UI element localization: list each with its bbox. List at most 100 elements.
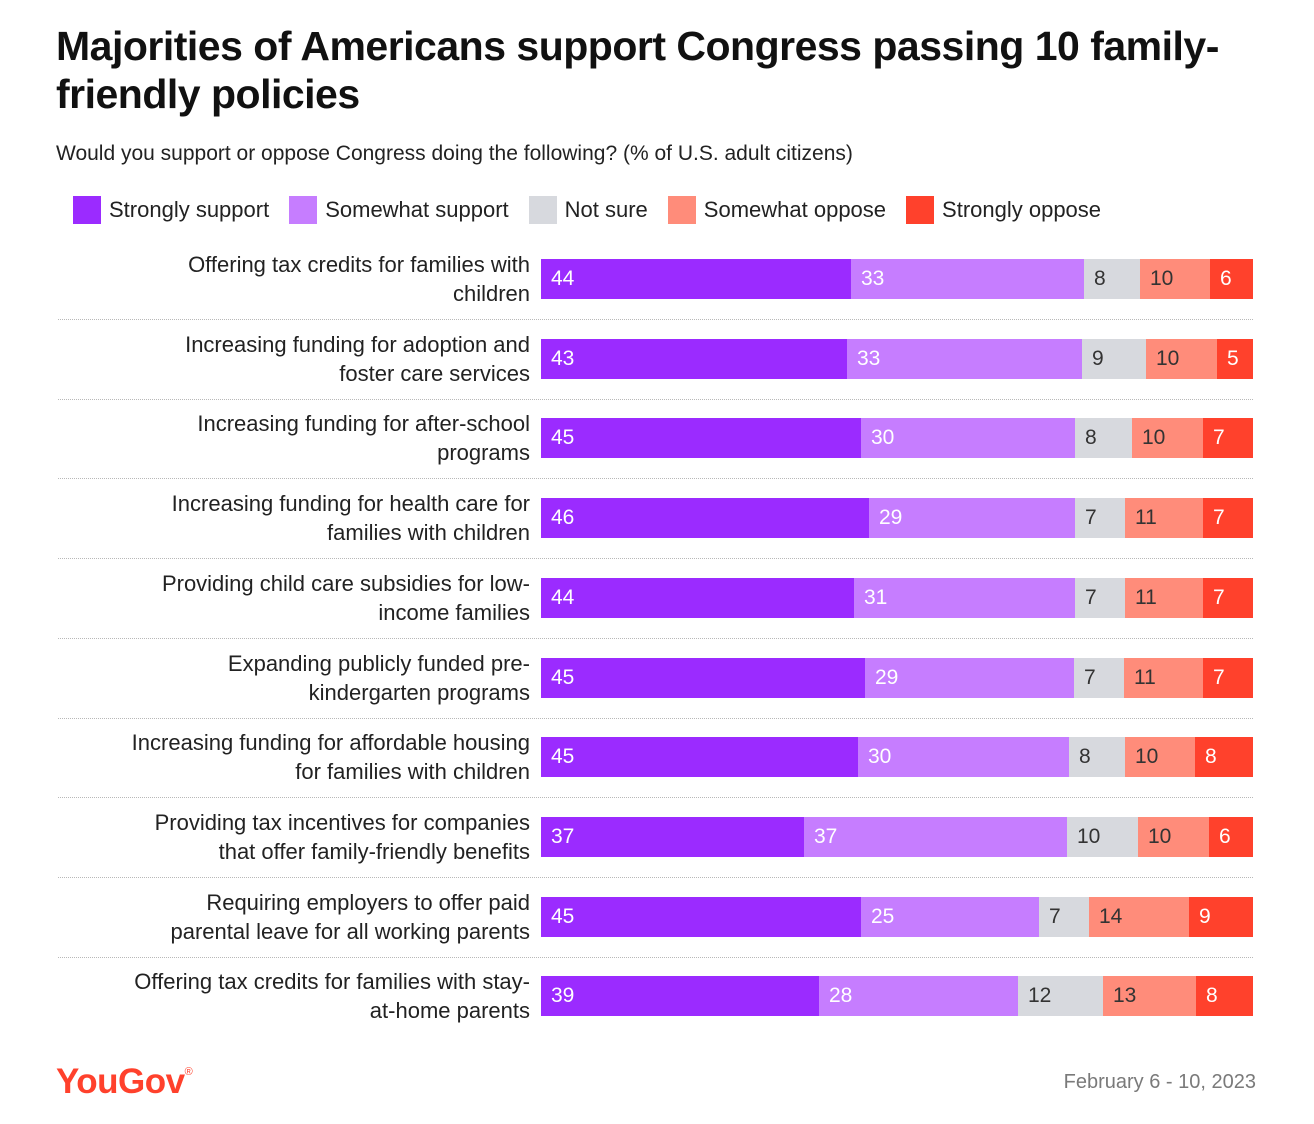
legend-label: Somewhat oppose — [703, 197, 887, 222]
category-label-line: for families with children — [295, 759, 530, 784]
category-label-line: Increasing funding for after-school — [197, 411, 530, 436]
data-label: 44 — [551, 267, 575, 290]
legend-item-somewhat-oppose: Somewhat oppose — [667, 196, 887, 224]
category-label-line: Increasing funding for health care for — [171, 491, 530, 516]
data-label: 13 — [1113, 984, 1137, 1007]
bar-segment-somewhat-oppose: 13 — [1103, 976, 1196, 1016]
data-label: 45 — [551, 905, 575, 928]
category-label-line: foster care services — [339, 361, 530, 386]
bar-segment-somewhat-oppose: 14 — [1089, 897, 1189, 937]
registered-mark: ® — [184, 1066, 193, 1078]
bar-segment-somewhat-support: 33 — [851, 259, 1084, 299]
legend-label: Somewhat support — [325, 197, 509, 222]
bar-segment-somewhat-support: 29 — [869, 498, 1075, 538]
data-label: 6 — [1220, 267, 1232, 290]
data-label: 7 — [1085, 586, 1097, 609]
data-label: 7 — [1213, 666, 1225, 689]
data-label: 39 — [551, 984, 575, 1007]
legend-swatch-strongly-support — [73, 196, 101, 224]
legend-label: Strongly support — [109, 197, 270, 222]
row-divider — [58, 877, 1253, 878]
data-label: 45 — [551, 666, 575, 689]
data-label: 44 — [551, 586, 575, 609]
data-label: 7 — [1049, 905, 1061, 928]
category-label-line: Offering tax credits for families with — [188, 252, 530, 277]
bar-segment-not-sure: 12 — [1018, 976, 1103, 1016]
bar-segment-strongly-support: 44 — [541, 259, 851, 299]
bar-segment-not-sure: 8 — [1069, 737, 1125, 777]
bar-segment-strongly-oppose: 6 — [1210, 259, 1253, 299]
bar-segment-somewhat-support: 25 — [861, 897, 1039, 937]
category-label: Providing tax incentives for companies th… — [40, 808, 530, 866]
category-label: Requiring employers to offer paid parenta… — [40, 888, 530, 946]
stacked-bar: 44 31 7 11 7 — [541, 578, 1253, 618]
data-label: 29 — [875, 666, 899, 689]
data-label: 11 — [1135, 506, 1157, 529]
bar-segment-strongly-oppose: 9 — [1189, 897, 1253, 937]
bar-segment-strongly-oppose: 5 — [1217, 339, 1253, 379]
legend-label: Not sure — [564, 197, 648, 222]
data-label: 11 — [1135, 586, 1157, 609]
data-label: 8 — [1205, 745, 1217, 768]
category-label-line: at-home parents — [369, 998, 530, 1023]
category-label: Offering tax credits for families with s… — [40, 967, 530, 1025]
legend-item-somewhat-support: Somewhat support — [289, 196, 509, 224]
bar-segment-somewhat-support: 29 — [865, 658, 1074, 698]
category-label-line: Providing tax incentives for companies — [154, 810, 530, 835]
bar-segment-not-sure: 7 — [1075, 498, 1125, 538]
stacked-bar: 43 33 9 10 5 — [541, 339, 1253, 379]
bar-segment-somewhat-oppose: 10 — [1140, 259, 1210, 299]
data-label: 5 — [1227, 347, 1239, 370]
legend-swatch-somewhat-oppose — [667, 196, 696, 224]
bar-segment-strongly-support: 45 — [541, 737, 858, 777]
row-divider — [58, 319, 1253, 320]
legend: Strongly support Somewhat support Not su… — [73, 194, 1101, 226]
category-label-line: Increasing funding for adoption and — [185, 332, 530, 357]
bar-segment-somewhat-oppose: 10 — [1138, 817, 1209, 857]
bar-segment-somewhat-support: 30 — [861, 418, 1075, 458]
data-label: 10 — [1150, 267, 1174, 290]
data-label: 33 — [861, 267, 885, 290]
bar-segment-strongly-support: 46 — [541, 498, 869, 538]
category-label-line: Providing child care subsidies for low- — [161, 571, 530, 596]
legend-item-strongly-oppose: Strongly oppose — [906, 196, 1101, 224]
legend-swatch-strongly-oppose — [906, 196, 935, 224]
data-label: 9 — [1199, 905, 1211, 928]
bar-segment-not-sure: 9 — [1082, 339, 1146, 379]
bar-segment-somewhat-support: 31 — [854, 578, 1075, 618]
row-divider — [58, 718, 1253, 719]
bar-segment-strongly-support: 39 — [541, 976, 819, 1016]
bar-segment-somewhat-support: 28 — [819, 976, 1018, 1016]
bar-segment-not-sure: 7 — [1074, 658, 1124, 698]
category-label-line: that offer family-friendly benefits — [218, 839, 530, 864]
category-label-line: Requiring employers to offer paid — [206, 890, 530, 915]
legend-swatch-somewhat-support — [289, 196, 318, 224]
data-label: 8 — [1085, 426, 1097, 449]
bar-segment-somewhat-oppose: 10 — [1125, 737, 1195, 777]
row-divider — [58, 957, 1253, 958]
category-label-line: programs — [437, 440, 530, 465]
category-label: Increasing funding for adoption and foste… — [40, 330, 530, 388]
bar-segment-somewhat-oppose: 11 — [1124, 658, 1203, 698]
bar-segment-somewhat-oppose: 10 — [1146, 339, 1217, 379]
data-label: 14 — [1099, 905, 1123, 928]
bar-segment-somewhat-oppose: 11 — [1125, 578, 1203, 618]
data-label: 10 — [1135, 745, 1159, 768]
data-label: 9 — [1092, 347, 1104, 370]
bar-segment-strongly-oppose: 7 — [1203, 658, 1253, 698]
logo-text: YouGov — [56, 1062, 185, 1101]
bar-segment-strongly-support: 45 — [541, 658, 865, 698]
bar-segment-strongly-support: 43 — [541, 339, 847, 379]
data-label: 46 — [551, 506, 575, 529]
category-label-line: families with children — [327, 520, 530, 545]
data-label: 30 — [868, 745, 892, 768]
bar-segment-not-sure: 8 — [1075, 418, 1132, 458]
data-label: 12 — [1028, 984, 1052, 1007]
stacked-bar: 44 33 8 10 6 — [541, 259, 1253, 299]
bar-segment-strongly-oppose: 6 — [1209, 817, 1253, 857]
bar-segment-somewhat-support: 30 — [858, 737, 1069, 777]
data-label: 10 — [1148, 825, 1172, 848]
stacked-bar: 39 28 12 13 8 — [541, 976, 1253, 1016]
data-label: 45 — [551, 426, 575, 449]
